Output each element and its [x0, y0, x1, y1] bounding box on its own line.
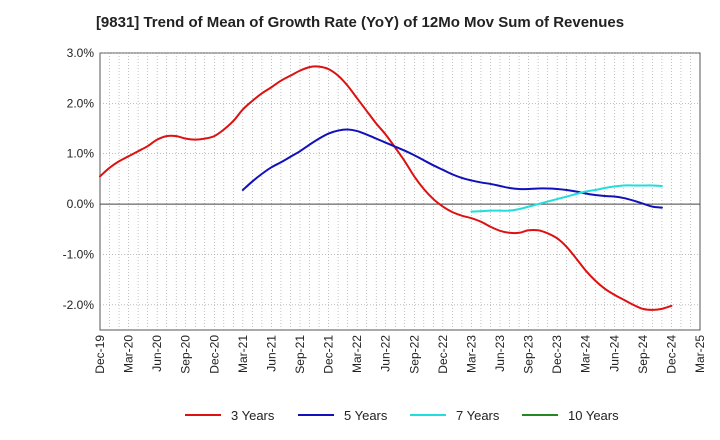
x-tick-label: Dec-24: [664, 335, 678, 374]
series-line-3-years: [99, 65, 673, 311]
legend-item-10-years: 10 Years: [522, 405, 619, 425]
x-tick-label: Dec-21: [322, 335, 336, 374]
legend-swatch-10-years: [522, 414, 558, 416]
legend-swatch-5-years: [298, 414, 334, 416]
x-tick-label: Sep-22: [407, 335, 421, 374]
plot-area: [99, 52, 701, 331]
x-tick-label: Jun-24: [607, 335, 621, 372]
x-tick-label: Mar-20: [122, 335, 136, 373]
legend-label-7-years: 7 Years: [456, 407, 500, 423]
x-tick-label: Mar-25: [693, 335, 707, 373]
chart-title: [9831] Trend of Mean of Growth Rate (YoY…: [95, 14, 625, 31]
y-tick-label: -1.0%: [63, 247, 95, 261]
legend-label-3-years: 3 Years: [231, 407, 275, 423]
y-tick-label: 2.0%: [67, 96, 95, 110]
x-tick-label: Mar-21: [236, 335, 250, 373]
x-tick-label: Jun-21: [264, 335, 278, 372]
x-tick-label: Sep-24: [636, 335, 650, 374]
x-tick-label: Dec-22: [436, 335, 450, 374]
grid-layer: [100, 52, 700, 330]
x-tick-label: Mar-22: [350, 335, 364, 373]
y-tick-label: 3.0%: [67, 46, 95, 60]
x-tick-label: Sep-21: [293, 335, 307, 374]
legend-swatch-7-years: [410, 414, 446, 416]
x-tick-label: Sep-20: [179, 335, 193, 374]
x-tick-label: Jun-23: [493, 335, 507, 372]
legend-item-7-years: 7 Years: [410, 405, 499, 425]
y-tick-layer: -2.0% -1.0% 0.0% 1.0% 2.0% 3.0%: [63, 46, 95, 312]
x-tick-layer: Dec-19 Mar-20 Jun-20 Sep-20 Dec-20 Mar-21 Jun-…: [93, 335, 707, 374]
legend: 3 Years 5 Years 7 Years 10 Years: [0, 405, 720, 425]
y-tick-label: 1.0%: [67, 147, 95, 161]
x-tick-label: Mar-24: [579, 335, 593, 373]
x-tick-label: Jun-22: [379, 335, 393, 372]
legend-item-3-years: 3 Years: [185, 405, 274, 425]
legend-label-10-years: 10 Years: [568, 407, 619, 423]
x-tick-label: Jun-20: [150, 335, 164, 372]
legend-item-5-years: 5 Years: [298, 405, 387, 425]
y-tick-label: -2.0%: [63, 298, 95, 312]
x-tick-label: Dec-23: [550, 335, 564, 374]
series-line-7-years: [470, 184, 663, 213]
y-tick-label: 0.0%: [67, 197, 95, 211]
legend-swatch-3-years: [185, 414, 221, 416]
x-tick-label: Dec-19: [93, 335, 107, 374]
legend-label-5-years: 5 Years: [344, 407, 388, 423]
series-line-5-years: [241, 128, 663, 209]
x-tick-label: Dec-20: [207, 335, 221, 374]
series-layer: [99, 65, 673, 311]
x-tick-label: Mar-23: [464, 335, 478, 373]
x-tick-label: Sep-23: [522, 335, 536, 374]
